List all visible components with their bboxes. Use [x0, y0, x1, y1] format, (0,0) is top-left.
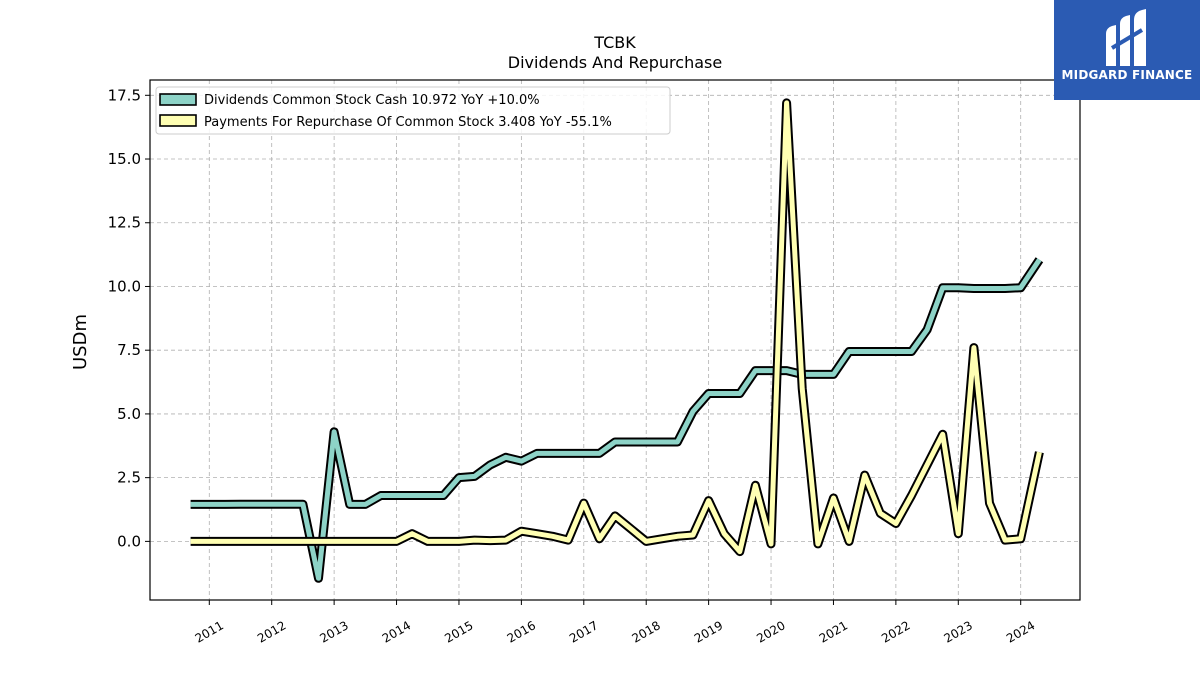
x-tick-label: 2015 — [442, 618, 475, 645]
legend-swatch-repurchase — [159, 114, 197, 127]
x-tick-label: 2023 — [942, 618, 975, 645]
legend-box — [155, 86, 671, 135]
y-tick-label: 5.0 — [117, 405, 141, 423]
brand-logo: MIDGARD FINANCE — [1054, 0, 1200, 100]
y-tick-label: 0.0 — [117, 532, 141, 550]
x-tick-label: 2021 — [817, 618, 850, 645]
series-line-repurchase — [190, 100, 1042, 555]
y-axis: 0.0 2.5 5.0 7.5 10.0 12.5 15.0 17.5 — [108, 86, 150, 550]
x-tick-label: 2013 — [317, 618, 350, 645]
y-axis-label: USDm — [70, 314, 91, 370]
chart-title: TCBK — [593, 33, 636, 52]
plot-frame — [149, 79, 1081, 601]
y-tick-label: 7.5 — [117, 341, 141, 359]
series-line-repurchase-outline — [190, 98, 1044, 557]
chart-subtitle: Dividends And Repurchase — [508, 53, 722, 72]
x-tick-label: 2018 — [629, 618, 662, 645]
x-tick-label: 2012 — [255, 618, 288, 645]
x-tick-label: 2011 — [193, 618, 226, 645]
legend-label-dividends: Dividends Common Stock Cash 10.972 YoY +… — [204, 93, 540, 108]
y-tick-label: 10.0 — [108, 277, 141, 295]
x-tick-label: 2019 — [692, 618, 725, 645]
x-tick-label: 2014 — [380, 618, 413, 645]
series-lines — [190, 98, 1044, 583]
x-tick-label: 2022 — [879, 618, 912, 645]
y-tick-label: 15.0 — [108, 150, 141, 168]
y-tick-label: 12.5 — [108, 214, 141, 232]
legend-label-repurchase: Payments For Repurchase Of Common Stock … — [204, 115, 612, 130]
series-line-dividends — [190, 258, 1042, 581]
y-tick-label: 17.5 — [108, 86, 141, 104]
logo-text: MIDGARD FINANCE — [1061, 68, 1193, 82]
series-line-dividends-outline — [190, 257, 1044, 583]
x-tick-label: 2016 — [505, 618, 538, 645]
legend-swatch-dividends — [159, 93, 197, 106]
y-tick-label: 2.5 — [117, 469, 141, 487]
legend: Dividends Common Stock Cash 10.972 YoY +… — [155, 86, 671, 135]
x-tick-label: 2017 — [567, 618, 600, 645]
x-tick-label: 2020 — [754, 618, 787, 645]
logo-mark-icon — [1106, 9, 1146, 66]
x-axis: 2011 2012 2013 2014 2015 2016 2017 2018 2019 2020… — [193, 600, 1037, 646]
x-tick-label: 2024 — [1004, 618, 1037, 645]
